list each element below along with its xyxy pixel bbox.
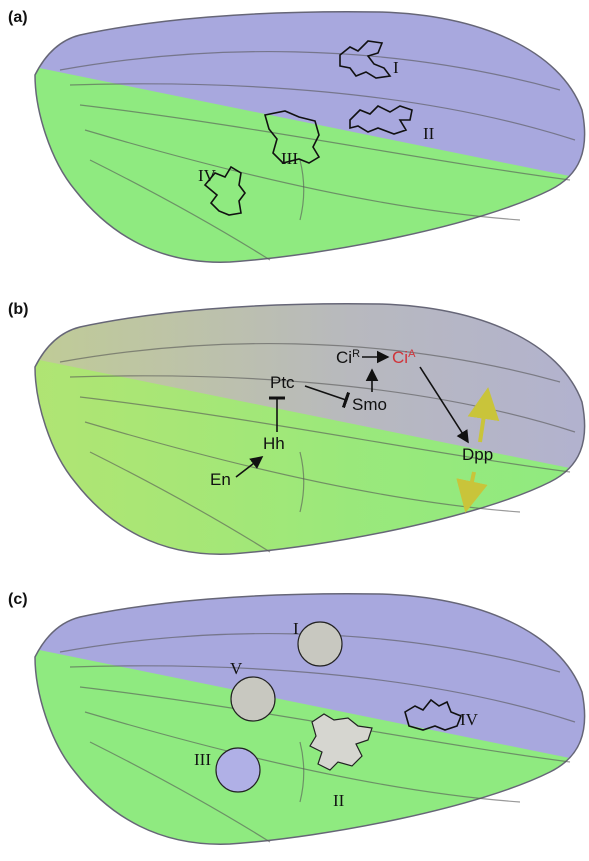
panel-c: (c) I V III II IV [0,582,589,856]
pathway-label: Hh [263,434,285,453]
clone-label: V [230,659,243,678]
clone-label: IV [460,710,479,729]
panel-b: (b) CiR CiA Ptc Smo Hh En Dpp [0,292,589,572]
clone-label: II [423,124,435,143]
panel-a: (a) I II III IV [0,0,589,280]
clone-label: III [194,750,211,769]
clone-label: I [293,619,299,638]
panel-label: (c) [8,591,28,608]
clone-label: II [333,791,345,810]
panel-label: (a) [8,9,28,26]
pathway-label: En [210,470,231,489]
page: (a) I II III IV (b) CiR CiA Ptc Smo Hh E… [0,0,589,861]
pathway-label: Smo [352,395,387,414]
clone-label: I [393,58,399,77]
panel-label: (b) [8,301,28,318]
pathway-label: Ptc [270,373,295,392]
clone-label: III [281,149,298,168]
pathway-label: Dpp [462,445,493,464]
clone-label: IV [198,166,217,185]
figure: (a) I II III IV (b) CiR CiA Ptc Smo Hh E… [0,0,589,856]
